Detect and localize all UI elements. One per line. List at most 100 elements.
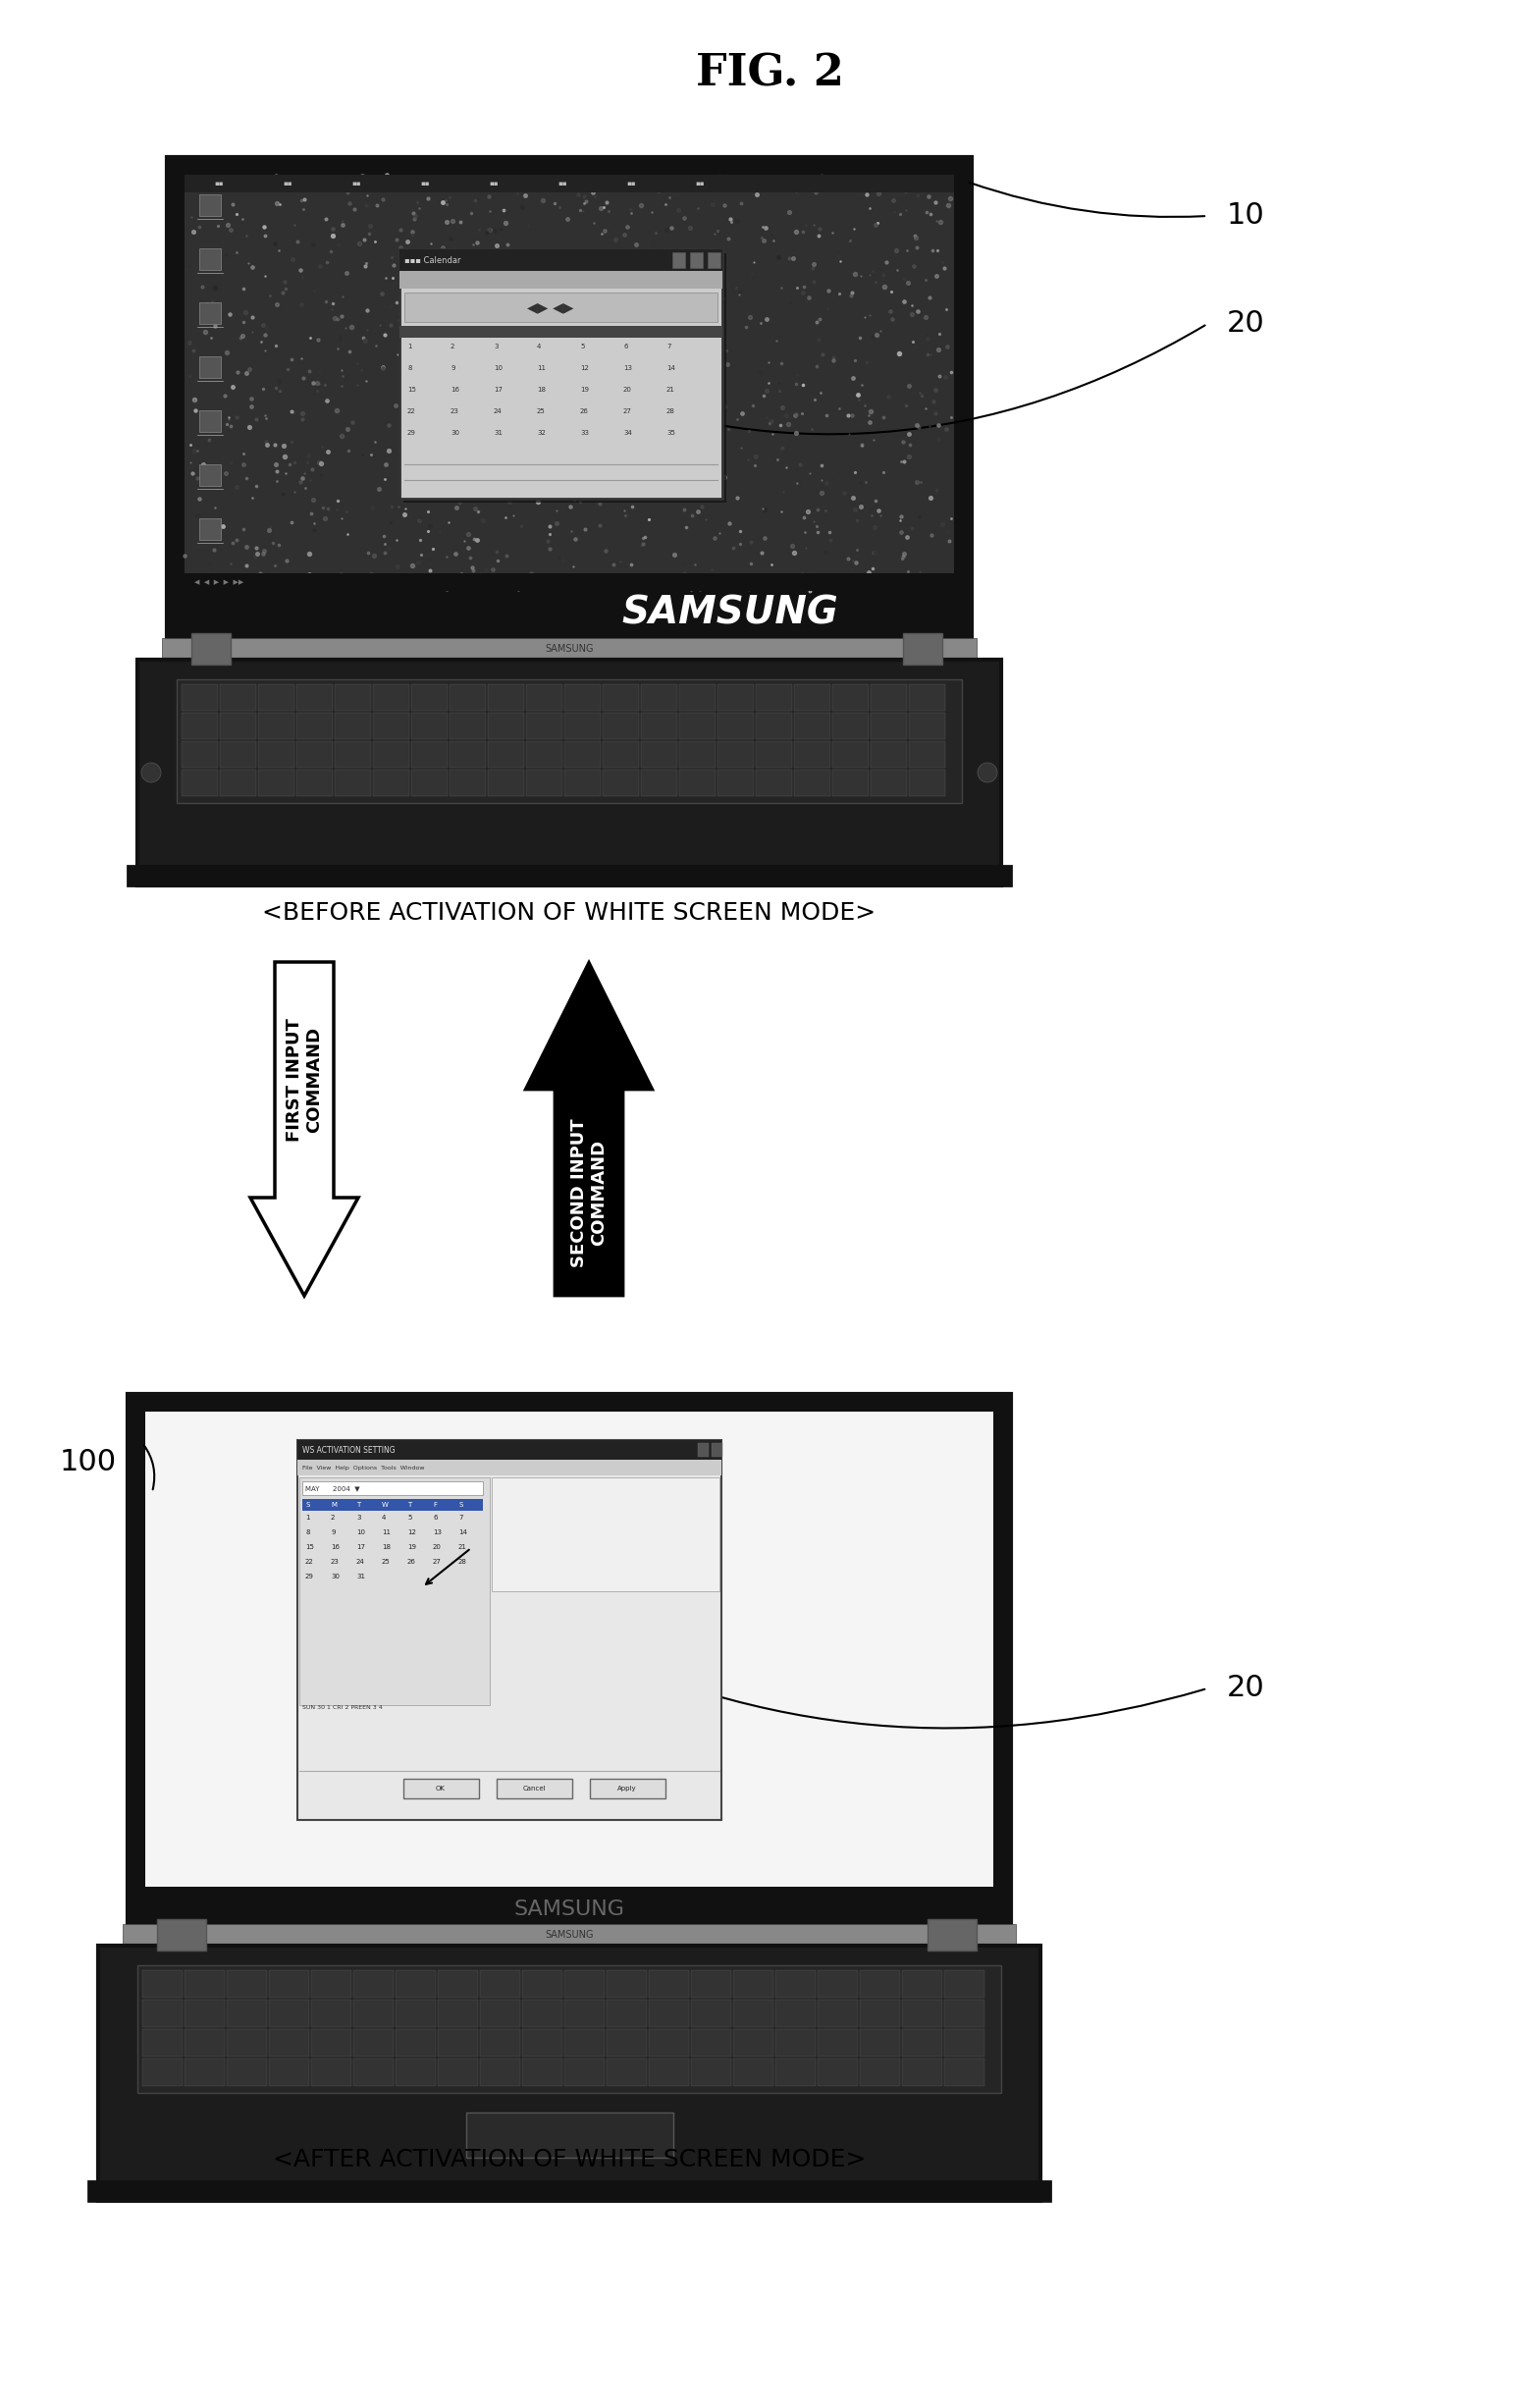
Bar xyxy=(142,2000,183,2027)
Bar xyxy=(718,684,753,710)
Text: 24: 24 xyxy=(494,409,502,414)
Circle shape xyxy=(142,763,162,782)
Bar xyxy=(607,1971,647,1998)
Text: 7: 7 xyxy=(459,1514,464,1521)
Text: 8: 8 xyxy=(407,366,411,371)
Bar xyxy=(199,356,220,378)
Bar xyxy=(226,2058,266,2087)
Bar xyxy=(776,2029,816,2056)
Text: T: T xyxy=(407,1502,411,1507)
Bar xyxy=(297,1439,721,1820)
Bar xyxy=(185,2029,225,2056)
Bar xyxy=(832,684,869,710)
Bar xyxy=(311,2058,351,2087)
Bar xyxy=(480,1971,521,1998)
Bar xyxy=(259,712,294,739)
Bar xyxy=(718,741,753,768)
Text: SECOND INPUT
COMMAND: SECOND INPUT COMMAND xyxy=(570,1119,608,1266)
Bar xyxy=(648,2000,688,2027)
Text: 10: 10 xyxy=(356,1528,365,1536)
Bar xyxy=(396,2000,436,2027)
Text: <BEFORE ACTIVATION OF WHITE SCREEN MODE>: <BEFORE ACTIVATION OF WHITE SCREEN MODE> xyxy=(262,900,876,924)
Bar xyxy=(311,2000,351,2027)
Text: 30: 30 xyxy=(451,431,459,436)
Bar xyxy=(88,2181,1050,2200)
Text: 22: 22 xyxy=(305,1560,314,1565)
Bar xyxy=(698,1444,708,1456)
Text: ▪▪: ▪▪ xyxy=(283,181,293,185)
Text: 23: 23 xyxy=(451,409,459,414)
Text: MAY      2004  ▼: MAY 2004 ▼ xyxy=(305,1485,360,1490)
Text: ◀  ◀  ▶  ▶  ▶▶: ◀ ◀ ▶ ▶ ▶▶ xyxy=(194,580,243,585)
Text: S: S xyxy=(459,1502,462,1507)
Text: 2: 2 xyxy=(331,1514,336,1521)
Bar xyxy=(399,325,722,337)
Bar xyxy=(602,741,639,768)
Bar xyxy=(450,770,485,797)
Bar xyxy=(776,2058,816,2087)
Bar xyxy=(411,770,448,797)
Text: ▪▪: ▪▪ xyxy=(488,181,497,185)
Bar xyxy=(795,770,830,797)
Text: T: T xyxy=(356,1502,360,1507)
Text: 9: 9 xyxy=(451,366,454,371)
Text: 16: 16 xyxy=(331,1545,340,1550)
Text: 19: 19 xyxy=(581,388,588,392)
Bar xyxy=(185,2058,225,2087)
Bar xyxy=(818,1971,858,1998)
Text: 29: 29 xyxy=(305,1574,314,1579)
Bar xyxy=(220,684,256,710)
Bar xyxy=(353,1971,394,1998)
Bar xyxy=(259,770,294,797)
Bar xyxy=(902,1971,942,1998)
Bar xyxy=(488,770,524,797)
Bar xyxy=(691,2000,732,2027)
Bar xyxy=(334,684,371,710)
Bar xyxy=(411,684,448,710)
Bar xyxy=(488,684,524,710)
Bar xyxy=(396,2029,436,2056)
Bar xyxy=(334,741,371,768)
Bar xyxy=(691,1971,732,1998)
Bar xyxy=(185,176,955,193)
Text: ▪▪: ▪▪ xyxy=(695,181,704,185)
Text: 22: 22 xyxy=(407,409,416,414)
Text: OK: OK xyxy=(436,1786,445,1791)
Text: SAMSUNG: SAMSUNG xyxy=(514,1899,625,1918)
Bar xyxy=(756,770,792,797)
Bar xyxy=(411,741,448,768)
Bar xyxy=(690,253,702,267)
Text: 15: 15 xyxy=(305,1545,314,1550)
Bar xyxy=(607,2029,647,2056)
Bar xyxy=(818,2000,858,2027)
Bar xyxy=(832,712,869,739)
Text: 6: 6 xyxy=(433,1514,437,1521)
Bar xyxy=(437,1971,477,1998)
Text: 18: 18 xyxy=(382,1545,391,1550)
Bar xyxy=(756,712,792,739)
Text: 15: 15 xyxy=(407,388,416,392)
Text: 16: 16 xyxy=(451,388,459,392)
Bar xyxy=(191,633,231,664)
Text: WS ACTIVATION SETTING: WS ACTIVATION SETTING xyxy=(302,1447,396,1454)
Bar xyxy=(199,303,220,325)
Bar xyxy=(185,176,955,592)
Polygon shape xyxy=(251,963,359,1295)
Text: 24: 24 xyxy=(356,1560,365,1565)
Bar xyxy=(450,684,485,710)
Bar xyxy=(437,2058,477,2087)
Text: 34: 34 xyxy=(624,431,631,436)
Bar xyxy=(522,2000,562,2027)
Bar xyxy=(182,741,217,768)
Bar xyxy=(353,2000,394,2027)
Text: Cancel: Cancel xyxy=(522,1786,545,1791)
Text: 8: 8 xyxy=(305,1528,310,1536)
Text: 3: 3 xyxy=(494,344,497,349)
Text: ▪▪: ▪▪ xyxy=(627,181,636,185)
Bar xyxy=(944,2058,984,2087)
Bar xyxy=(297,1439,721,1459)
Text: File  View  Help  Options  Tools  Window: File View Help Options Tools Window xyxy=(302,1466,425,1471)
Bar xyxy=(142,2058,183,2087)
Bar xyxy=(226,2029,266,2056)
Bar xyxy=(944,2000,984,2027)
